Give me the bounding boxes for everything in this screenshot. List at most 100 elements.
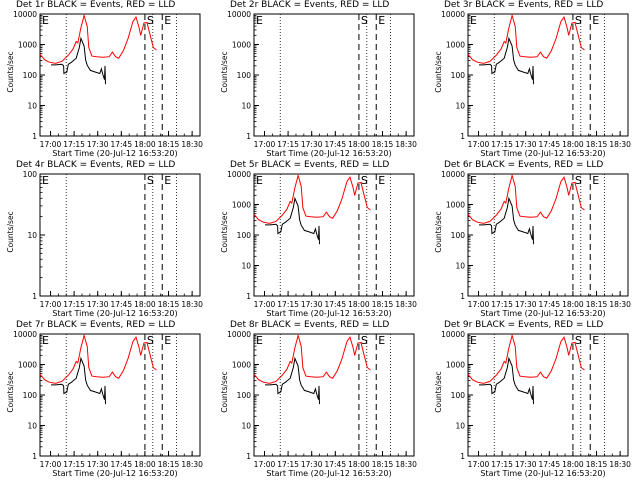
y-tick-label: 1 [460,132,465,141]
y-tick-label: 10 [241,422,251,431]
y-tick-label: 1000 [232,41,251,50]
x-tick-label: 18:15 [586,300,608,309]
y-tick-label: 10 [27,422,37,431]
interval-marker-label: E [164,14,171,27]
x-tick-label: 18:15 [586,140,608,149]
x-axis-label: Start Time (20-Jul-12 16:53:20) [480,469,605,478]
interval-marker-label: E [256,14,263,27]
panel-det-3r: Det 3r BLACK = Events, RED = LLD 1 10 100 10… [434,0,631,158]
y-tick-label: 100 [451,391,466,400]
y-tick-label: 10 [455,262,465,271]
x-tick-label: 18:00 [134,460,156,469]
x-tick-label: 17:45 [324,300,346,309]
x-tick-label: 18:15 [158,140,180,149]
y-axis-label: Counts/sec [6,211,15,252]
x-tick-label: 17:00 [254,300,276,309]
panel-det-1r: Det 1r BLACK = Events, RED = LLD 1 10 100 10… [6,0,203,158]
y-tick-label: 100 [23,71,38,80]
interval-marker-label: E [470,174,477,187]
y-tick-label: 100 [451,231,466,240]
interval-marker-label: S [361,174,368,187]
x-tick-label: 17:30 [87,300,109,309]
x-tick-label: 17:00 [40,460,62,469]
x-tick-label: 17:45 [324,140,346,149]
x-tick-label: 18:15 [372,300,394,309]
x-tick-label: 18:30 [609,140,631,149]
interval-marker-label: S [361,14,368,27]
y-axis-label: Counts/sec [220,51,229,92]
x-tick-label: 18:00 [348,140,370,149]
x-tick-label: 18:30 [609,300,631,309]
x-tick-label: 17:45 [538,460,560,469]
y-tick-label: 1000 [232,361,251,370]
y-tick-label: 1 [32,292,37,301]
x-tick-label: 18:00 [348,460,370,469]
y-axis-label: Counts/sec [434,211,443,252]
y-tick-label: 100 [23,391,38,400]
x-axis-label: Start Time (20-Jul-12 16:53:20) [266,149,391,158]
series-line-lld [467,173,585,224]
y-tick-label: 10000 [441,170,465,179]
interval-marker-label: S [575,14,582,27]
y-tick-label: 100 [237,391,252,400]
interval-marker-label: S [361,334,368,347]
interval-marker-label: E [378,14,385,27]
panel-det-4r: Det 4r BLACK = Events, RED = LLD 1 10 100 17… [6,160,203,318]
x-tick-label: 17:15 [491,460,513,469]
y-tick-label: 1 [246,452,251,461]
x-tick-label: 17:30 [87,140,109,149]
panel-title: Det 8r BLACK = Events, RED = LLD [230,320,389,330]
x-axis-label: Start Time (20-Jul-12 16:53:20) [52,309,177,318]
series-line-events [479,196,534,245]
panel-title: Det 4r BLACK = Events, RED = LLD [16,160,175,170]
y-tick-label: 1000 [232,201,251,210]
x-tick-label: 17:00 [468,460,490,469]
x-tick-label: 17:00 [254,460,276,469]
series-line-events [479,36,534,85]
y-tick-label: 100 [237,71,252,80]
interval-marker-label: E [592,14,599,27]
panel-title: Det 2r BLACK = Events, RED = LLD [230,0,389,10]
series-line-lld [253,173,371,224]
x-tick-label: 17:30 [301,140,323,149]
x-tick-label: 17:30 [301,300,323,309]
x-tick-label: 18:30 [181,460,203,469]
y-tick-label: 10 [27,102,37,111]
x-tick-label: 17:30 [515,460,537,469]
interval-marker-label: E [592,174,599,187]
interval-marker-label: S [147,14,154,27]
x-tick-label: 17:15 [491,140,513,149]
y-axis-label: Counts/sec [434,51,443,92]
y-axis-label: Counts/sec [434,371,443,412]
panel-det-8r: Det 8r BLACK = Events, RED = LLD 1 10 100 10… [220,320,417,478]
interval-marker-label: S [147,174,154,187]
y-axis-label: Counts/sec [220,211,229,252]
x-axis-label: Start Time (20-Jul-12 16:53:20) [480,309,605,318]
x-tick-label: 18:30 [181,140,203,149]
y-tick-label: 10000 [13,330,37,339]
series-line-lld [467,13,585,64]
panel-det-6r: Det 6r BLACK = Events, RED = LLD 1 10 100 10… [434,160,631,318]
y-tick-label: 100 [451,71,466,80]
x-tick-label: 18:00 [348,300,370,309]
y-tick-label: 10000 [13,10,37,19]
x-tick-label: 18:00 [562,460,584,469]
interval-marker-label: E [164,174,171,187]
series-line-events [51,356,106,405]
y-tick-label: 100 [237,231,252,240]
x-tick-label: 18:30 [395,300,417,309]
x-tick-label: 17:45 [538,140,560,149]
x-tick-label: 17:00 [254,140,276,149]
y-axis-label: Counts/sec [220,371,229,412]
panel-title: Det 3r BLACK = Events, RED = LLD [444,0,603,10]
x-tick-label: 17:30 [515,300,537,309]
x-tick-label: 17:30 [87,460,109,469]
y-tick-label: 1 [32,132,37,141]
x-tick-label: 17:00 [40,140,62,149]
x-tick-label: 17:15 [277,140,299,149]
x-tick-label: 18:00 [134,300,156,309]
x-tick-label: 17:30 [515,140,537,149]
y-tick-label: 100 [23,170,38,179]
x-axis-label: Start Time (20-Jul-12 16:53:20) [480,149,605,158]
panel-det-5r: Det 5r BLACK = Events, RED = LLD 1 10 100 10… [220,160,417,318]
